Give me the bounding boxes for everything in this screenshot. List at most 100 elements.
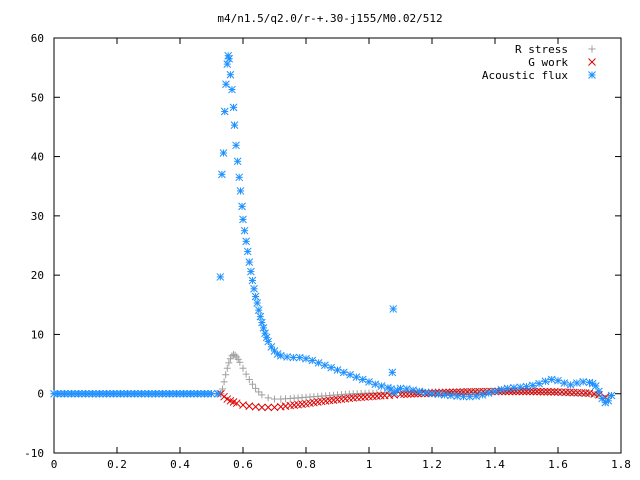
data-point [234,355,242,363]
y-tick-label: 0 [37,388,44,401]
legend-marker [588,45,596,53]
data-point [595,387,603,396]
data-point [245,375,253,383]
data-point [222,371,230,379]
data-point [232,399,241,408]
x-tick-label: 0.4 [170,458,190,471]
data-point [253,299,262,307]
legend-marker [588,58,596,66]
legend-label: G work [528,56,568,69]
data-point [465,392,474,401]
data-point [516,383,525,392]
data-point [540,387,548,396]
data-point [223,60,232,68]
data-point [550,388,559,396]
data-point [459,392,468,401]
data-point [264,394,272,402]
data-point [543,387,552,396]
x-tick-label: 1.2 [422,458,442,471]
data-point [526,387,534,396]
x-tick-label: 1.8 [611,458,631,471]
data-point [371,380,380,389]
y-tick-label: 40 [31,151,44,164]
data-point [566,380,575,389]
data-point [377,382,386,390]
x-tick-label: 0.2 [107,458,127,471]
data-point [236,358,244,366]
data-point [232,141,240,150]
legend-label: R stress [515,43,568,56]
data-point [242,237,251,246]
data-point [226,70,235,79]
data-point [245,258,254,266]
data-point [240,226,249,235]
x-tick-label: 0 [51,458,58,471]
y-tick-label: 50 [31,91,44,104]
data-point [484,389,493,397]
data-point [270,403,279,412]
data-point [228,85,236,94]
x-tick-label: 1.4 [485,458,505,471]
data-point [447,391,455,400]
data-point [258,318,266,327]
data-point [585,389,594,397]
plot-area-frame [53,37,622,454]
data-point [478,391,487,399]
data-point [235,173,244,182]
data-point [216,273,225,281]
data-point [251,402,260,411]
data-point [213,389,222,398]
data-point [491,387,499,396]
data-point [547,387,555,396]
data-point [250,284,258,293]
y-tick-label: 30 [31,210,44,223]
data-point [239,401,247,409]
data-point [276,351,285,360]
data-point [267,343,276,351]
data-point [254,306,263,314]
data-point [346,370,354,379]
data-point [497,385,506,394]
data-point [415,387,424,396]
data-point [472,392,480,400]
data-point [440,391,449,399]
data-point [289,353,298,362]
y-tick-label: 10 [31,328,44,341]
data-point [295,353,304,362]
data-point [321,361,329,370]
data-point [428,389,436,398]
data-point [536,387,545,396]
data-point [314,359,323,367]
data-point [598,394,606,403]
x-tick-label: 1 [366,458,373,471]
y-tick-label: -10 [24,447,44,460]
data-point [453,392,462,400]
data-point [242,370,250,378]
data-point [358,375,367,384]
chart-title: m4/n1.5/q2.0/r-+.30-j155/M0.02/512 [217,12,442,25]
data-point [333,366,342,374]
legend-label: Acoustic flux [482,69,568,82]
data-point [554,376,562,385]
x-tick-label: 0.6 [233,458,253,471]
data-point [220,107,229,116]
data-point [239,364,247,372]
data-point [262,333,271,342]
data-point [607,391,616,400]
data-point [522,382,531,391]
data-point [219,149,228,157]
data-point [510,383,518,392]
data-point [258,391,266,399]
data-point [223,364,231,372]
data-point [498,387,506,396]
data-point [252,384,260,392]
data-point [402,385,411,393]
data-point [409,386,417,395]
data-point [218,170,226,179]
data-point [228,352,236,360]
data-point [271,395,278,403]
data-point [229,103,238,112]
legend-marker [588,71,596,79]
data-point [225,54,233,63]
